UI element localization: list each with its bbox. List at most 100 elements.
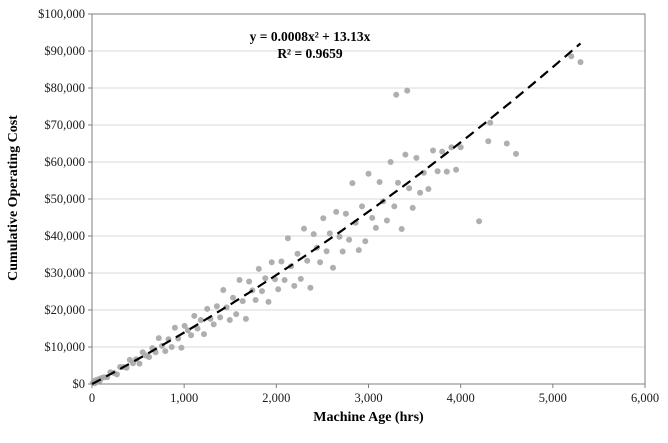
data-point	[387, 159, 394, 165]
data-point	[326, 230, 333, 237]
data-point	[372, 224, 379, 231]
data-point	[281, 277, 288, 283]
y-tick-label: $30,000	[44, 266, 85, 280]
data-point	[304, 257, 311, 264]
r-squared-line: R² = 0.9659	[277, 46, 343, 61]
data-point	[391, 203, 398, 210]
data-point	[301, 225, 307, 232]
y-tick-label: $50,000	[44, 192, 85, 206]
data-point	[359, 203, 365, 210]
data-point	[413, 154, 420, 161]
data-point	[171, 324, 178, 331]
x-tick-label: 1,000	[170, 391, 198, 405]
x-tick-label: 3,000	[354, 391, 382, 405]
data-point	[230, 294, 236, 301]
x-axis-title: Machine Age (hrs)	[313, 410, 424, 425]
data-point	[246, 278, 253, 285]
y-tick-label: $40,000	[44, 229, 85, 243]
data-point	[393, 91, 400, 98]
data-point	[220, 287, 227, 293]
data-point	[136, 360, 143, 367]
data-point	[201, 331, 207, 338]
x-tick-label: 4,000	[447, 391, 475, 405]
data-point	[197, 317, 204, 323]
data-point	[365, 170, 372, 177]
data-point	[336, 233, 343, 240]
data-point	[376, 179, 383, 185]
y-tick-label: $100,000	[38, 7, 85, 21]
x-tick-label: 0	[89, 391, 95, 405]
data-point	[317, 259, 324, 266]
data-point	[349, 180, 356, 187]
data-point	[417, 189, 424, 196]
data-point	[476, 218, 483, 225]
data-point	[168, 344, 175, 350]
data-point	[448, 144, 455, 151]
y-tick-label: $10,000	[44, 340, 85, 354]
data-point	[430, 147, 436, 154]
data-point	[346, 236, 353, 243]
data-point	[457, 144, 464, 151]
x-tick-label: 2,000	[262, 391, 290, 405]
y-tick-label: $80,000	[44, 81, 85, 95]
data-point	[259, 288, 265, 295]
data-point	[568, 53, 575, 60]
data-point	[155, 335, 162, 342]
data-point	[323, 248, 330, 255]
data-point	[439, 148, 446, 155]
data-point	[339, 248, 346, 255]
data-point	[233, 311, 240, 318]
data-point	[487, 119, 494, 126]
data-point	[242, 315, 249, 322]
data-point	[425, 186, 432, 192]
y-tick-label: $90,000	[44, 44, 85, 58]
data-point	[217, 314, 224, 321]
data-point	[503, 140, 510, 147]
data-point	[204, 305, 211, 312]
data-point	[434, 168, 441, 175]
data-point	[355, 247, 362, 254]
data-point	[485, 138, 492, 145]
data-point	[383, 217, 390, 224]
data-point	[402, 151, 409, 158]
data-point	[226, 317, 233, 323]
y-tick-label: $20,000	[44, 303, 85, 317]
data-point	[453, 166, 460, 173]
data-point	[278, 258, 285, 265]
data-point	[181, 322, 188, 329]
data-point	[194, 325, 201, 332]
data-point	[268, 259, 275, 266]
data-point	[275, 286, 282, 293]
data-point	[162, 348, 169, 355]
data-point	[398, 226, 405, 232]
data-point	[284, 235, 291, 242]
data-point	[255, 265, 262, 272]
data-point	[265, 298, 272, 305]
data-point	[310, 231, 317, 238]
equation-line: y = 0.0008x² + 13.13x	[249, 29, 371, 44]
data-point	[113, 371, 120, 378]
y-tick-label: $0	[73, 377, 86, 391]
data-point	[188, 332, 195, 339]
data-point	[362, 238, 369, 245]
data-point	[395, 179, 401, 186]
data-point	[294, 250, 301, 257]
data-point	[406, 185, 413, 192]
data-point	[330, 264, 336, 271]
data-point	[130, 360, 136, 367]
data-point	[404, 87, 411, 94]
data-point	[409, 204, 416, 211]
x-tick-label: 5,000	[539, 391, 567, 405]
y-axis-title: Cumulative Operating Cost	[6, 115, 21, 281]
data-point	[320, 215, 327, 222]
data-point	[297, 275, 304, 282]
data-point	[146, 354, 153, 360]
data-point	[577, 59, 584, 66]
data-point	[369, 214, 376, 221]
data-point	[291, 282, 298, 289]
data-point	[210, 321, 217, 328]
data-point	[236, 277, 243, 283]
data-point	[184, 327, 191, 334]
